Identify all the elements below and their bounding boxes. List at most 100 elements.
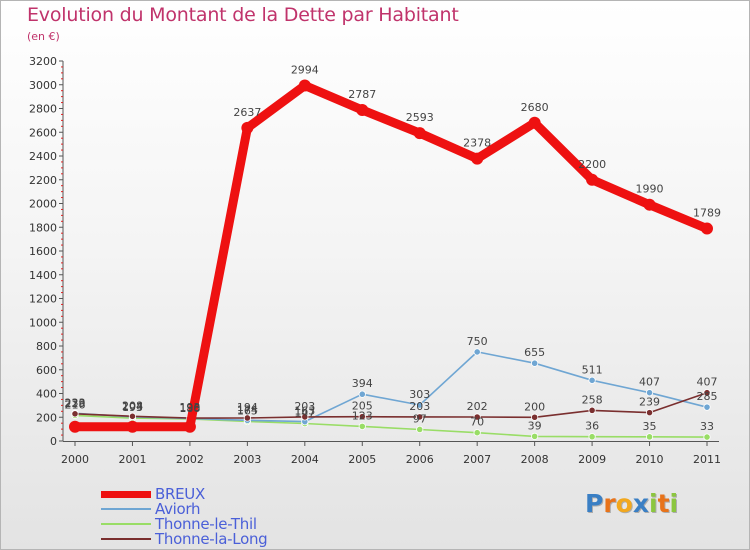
data-point (643, 198, 656, 211)
data-label: 2994 (291, 63, 319, 76)
data-point (473, 429, 481, 437)
x-tick-label: 2008 (521, 453, 549, 466)
y-tick-label: 2000 (29, 198, 57, 211)
data-point (473, 348, 481, 356)
logo-letter: t (657, 489, 670, 518)
logo-letter: x (632, 489, 649, 518)
y-tick-label: 2800 (29, 103, 57, 116)
data-label: 1789 (693, 207, 721, 220)
data-label: 193 (122, 401, 143, 414)
data-label: 123 (352, 409, 373, 422)
legend-swatch (101, 508, 151, 510)
data-label: 216 (65, 398, 86, 411)
data-label: 33 (700, 420, 714, 433)
legend-swatch (101, 491, 151, 498)
logo-letter: r (603, 489, 616, 518)
data-label: 186 (179, 402, 200, 415)
legend-label: Thonne-le-Thil (155, 515, 257, 533)
data-point (126, 420, 139, 433)
data-point (183, 420, 196, 433)
data-label: 2378 (463, 137, 491, 150)
chart-title: Evolution du Montant de la Dette par Hab… (27, 4, 459, 26)
data-point (703, 433, 711, 441)
data-label: 2200 (578, 158, 606, 171)
data-point (241, 121, 254, 134)
data-point (71, 410, 79, 418)
data-point (588, 433, 596, 441)
data-point (703, 389, 711, 397)
data-label: 39 (528, 419, 542, 432)
data-point (416, 401, 424, 409)
series-layer (69, 79, 713, 441)
x-tick-label: 2005 (348, 453, 376, 466)
data-point (645, 409, 654, 417)
axes: 0 200 400 600 800 1000 1200 1400 1600 1800 2000 220… (29, 55, 721, 466)
data-label: 511 (582, 363, 603, 376)
y-tick-label: 1200 (29, 293, 57, 306)
y-tick-label: 400 (36, 388, 57, 401)
data-label: 208 (122, 399, 143, 412)
data-point (703, 403, 711, 411)
data-label: 2637 (233, 106, 261, 119)
data-point (128, 412, 137, 420)
data-point (358, 390, 366, 398)
data-label: 394 (352, 377, 373, 390)
series-line (70, 81, 712, 432)
data-point (645, 433, 654, 441)
data-point (588, 406, 596, 414)
legend-swatch (101, 538, 151, 540)
x-tick-label: 2001 (118, 453, 146, 466)
data-point (298, 79, 311, 92)
data-label: 750 (467, 335, 488, 348)
y-tick-label: 2600 (29, 126, 57, 139)
data-label: 2680 (521, 101, 549, 114)
x-tick-label: 2002 (176, 453, 204, 466)
x-tick-label: 2010 (636, 453, 664, 466)
x-tick-label: 2003 (233, 453, 261, 466)
logo-letter: o (615, 489, 633, 518)
x-tick-label: 2004 (291, 453, 319, 466)
data-label: 655 (524, 346, 545, 359)
data-point (531, 432, 539, 440)
data-point (358, 413, 366, 421)
data-label: 35 (643, 420, 657, 433)
data-label: 407 (697, 376, 718, 389)
data-label: 204 (122, 400, 143, 413)
data-point (356, 104, 369, 117)
series-thonne-la-long (71, 389, 711, 422)
data-point (301, 413, 309, 421)
x-tick-label: 2000 (61, 453, 89, 466)
data-label: 203 (409, 400, 430, 413)
data-label: 258 (582, 393, 603, 406)
data-point (528, 116, 541, 129)
data-label: 36 (585, 420, 599, 433)
chart-subtitle: (en €) (27, 30, 60, 43)
legend-label: BREUX (155, 485, 205, 503)
data-label: 285 (697, 390, 718, 403)
data-label: 407 (639, 376, 660, 389)
data-point (588, 376, 596, 384)
y-tick-label: 3200 (29, 55, 57, 68)
data-point (416, 413, 424, 421)
data-label: 165 (237, 404, 258, 417)
data-label: 205 (352, 400, 373, 413)
logo-letter: P (585, 489, 604, 518)
data-label: 163 (294, 405, 315, 418)
y-tick-label: 0 (50, 435, 57, 448)
x-tick-label: 2009 (578, 453, 606, 466)
legend-label: Aviorh (155, 500, 201, 518)
logo-letter: i (649, 489, 658, 518)
y-tick-label: 600 (36, 364, 57, 377)
legend-swatch (101, 523, 151, 525)
y-tick-label: 1400 (29, 269, 57, 282)
data-label: 2787 (348, 88, 376, 101)
y-tick-label: 2200 (29, 174, 57, 187)
data-point (531, 413, 539, 421)
data-point (473, 413, 481, 421)
data-point (416, 425, 424, 434)
data-label: 70 (470, 416, 484, 429)
data-label: 233 (65, 396, 86, 409)
data-point (645, 389, 654, 397)
